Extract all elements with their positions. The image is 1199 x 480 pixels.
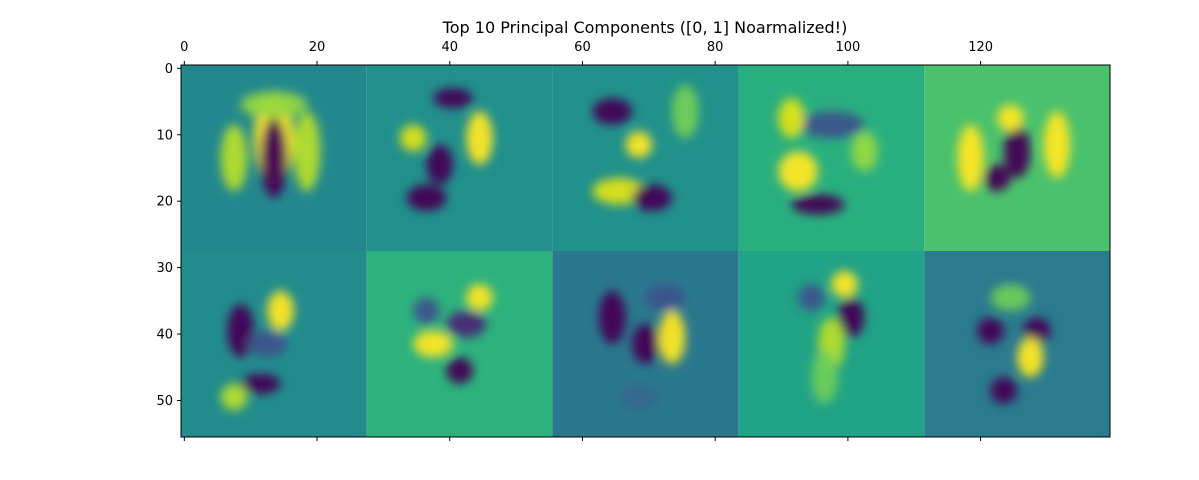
pattern-blob xyxy=(811,350,838,404)
component-tile xyxy=(552,251,739,437)
pattern-blob xyxy=(778,151,819,192)
component-tile xyxy=(924,65,1110,251)
component-pattern xyxy=(413,284,493,384)
pattern-blob xyxy=(990,377,1018,404)
x-tick-label: 120 xyxy=(968,40,993,55)
pattern-blob xyxy=(592,177,646,205)
pattern-blob xyxy=(625,131,653,158)
pattern-blob xyxy=(466,284,493,311)
pattern-blob xyxy=(267,290,294,331)
pattern-blob xyxy=(406,184,447,212)
component-pattern xyxy=(599,284,686,411)
component-pattern xyxy=(220,91,321,198)
y-tick-label: 40 xyxy=(156,328,173,343)
component-pattern xyxy=(798,270,865,404)
component-tile xyxy=(366,65,553,251)
pattern-blob xyxy=(240,91,308,119)
pattern-blob xyxy=(220,383,248,411)
pattern-blob xyxy=(831,270,858,298)
component-tile xyxy=(181,65,367,251)
component-pattern xyxy=(592,84,699,212)
pattern-blob xyxy=(240,373,281,394)
pattern-blob xyxy=(632,324,659,364)
pattern-blob xyxy=(260,118,288,198)
component-pattern xyxy=(977,284,1051,404)
component-pattern xyxy=(220,290,294,411)
pattern-blob xyxy=(446,310,487,338)
y-axis: 0 10 20 30 40 50 xyxy=(156,62,181,409)
component-tile-background xyxy=(738,65,925,251)
component-pattern xyxy=(399,88,493,212)
pattern-blob xyxy=(1017,337,1044,378)
pattern-blob xyxy=(413,297,440,325)
component-tile-background xyxy=(924,251,1110,437)
pattern-blob xyxy=(399,124,427,152)
pattern-blob xyxy=(658,310,686,364)
image-layer xyxy=(181,65,1110,437)
pattern-blob xyxy=(1003,124,1031,178)
x-tick-label: 0 xyxy=(180,40,188,55)
pattern-blob xyxy=(293,111,321,192)
pattern-blob xyxy=(798,284,825,311)
x-axis-bottom xyxy=(183,437,982,441)
pattern-blob xyxy=(433,88,473,109)
pattern-blob xyxy=(672,84,699,139)
pattern-blob xyxy=(977,317,1004,345)
y-tick-label: 10 xyxy=(156,128,173,143)
pattern-blob xyxy=(645,284,686,311)
x-tick-label: 100 xyxy=(835,40,860,55)
component-pattern xyxy=(778,98,878,215)
x-axis-top: 0 20 40 60 80 100 120 xyxy=(180,40,993,65)
pattern-blob xyxy=(997,104,1024,132)
pattern-blob xyxy=(1043,111,1071,178)
pattern-blob xyxy=(446,357,473,384)
pattern-blob xyxy=(837,297,865,338)
y-tick-label: 0 xyxy=(165,62,173,77)
x-tick-label: 60 xyxy=(574,40,591,55)
component-tile xyxy=(552,65,739,251)
pattern-blob xyxy=(466,111,493,165)
pattern-blob xyxy=(957,124,984,192)
pattern-blob xyxy=(791,194,845,215)
pattern-blob xyxy=(990,284,1031,311)
component-tile xyxy=(924,251,1110,437)
pattern-blob xyxy=(599,290,626,344)
x-tick-label: 20 xyxy=(309,40,326,55)
chart-title: Top 10 Principal Components ([0, 1] Noar… xyxy=(442,18,848,37)
component-pattern xyxy=(957,104,1071,192)
pattern-blob xyxy=(778,98,805,139)
component-tile xyxy=(738,251,925,437)
plot-frame xyxy=(180,64,1111,438)
pattern-blob xyxy=(413,330,454,358)
y-tick-label: 30 xyxy=(156,261,173,276)
component-tile xyxy=(366,251,553,437)
pattern-blob xyxy=(983,164,1011,192)
component-tile xyxy=(738,65,925,251)
x-tick-label: 80 xyxy=(707,40,724,55)
pattern-blob xyxy=(851,131,878,172)
pattern-blob xyxy=(592,98,633,125)
component-tile-background xyxy=(366,251,553,437)
pattern-blob xyxy=(632,184,673,212)
pattern-blob xyxy=(220,124,248,192)
pattern-blob xyxy=(618,383,659,411)
x-tick-label: 40 xyxy=(441,40,458,55)
pattern-blob xyxy=(247,330,288,358)
component-tile-background xyxy=(552,65,739,251)
y-tick-label: 50 xyxy=(156,394,173,409)
pattern-blob xyxy=(426,144,454,185)
y-tick-label: 20 xyxy=(156,195,173,210)
component-tile xyxy=(181,251,367,437)
pattern-blob xyxy=(798,111,865,139)
